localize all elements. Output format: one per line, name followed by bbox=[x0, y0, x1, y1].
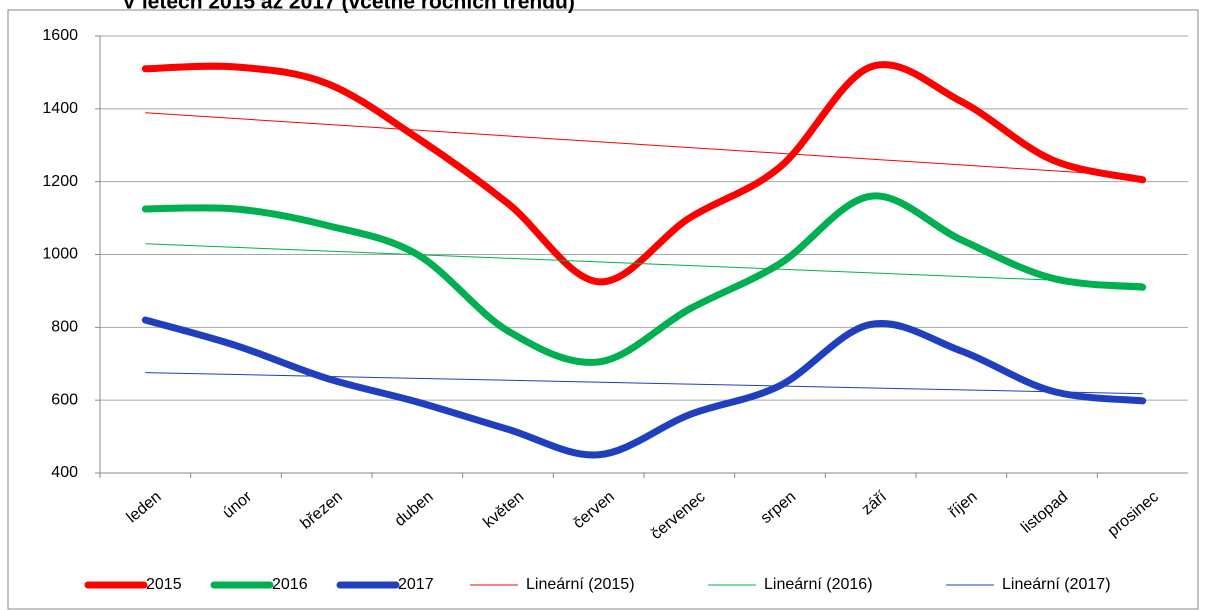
y-tick-label: 400 bbox=[51, 464, 78, 481]
legend-label: 2015 bbox=[146, 576, 182, 593]
legend-label: Lineární (2015) bbox=[526, 576, 635, 593]
trend-line bbox=[145, 112, 1143, 178]
series-line bbox=[141, 316, 1147, 459]
y-tick-label: 1600 bbox=[42, 27, 78, 44]
legend-label: 2017 bbox=[398, 576, 434, 593]
y-tick-label: 800 bbox=[51, 319, 78, 336]
legend-label: Lineární (2017) bbox=[1002, 576, 1111, 593]
chart-border bbox=[7, 9, 1199, 610]
chart-title: V letech 2015 až 2017 (včetně ročních tr… bbox=[122, 0, 575, 14]
trend-line bbox=[145, 243, 1143, 285]
legend-label: 2016 bbox=[272, 576, 308, 593]
y-tick-label: 1200 bbox=[42, 173, 78, 190]
y-tick-label: 600 bbox=[51, 391, 78, 408]
series-line bbox=[141, 61, 1147, 286]
legend-label: Lineární (2016) bbox=[764, 576, 873, 593]
y-tick-label: 1000 bbox=[42, 246, 78, 263]
series-line bbox=[141, 192, 1147, 366]
y-tick-label: 1400 bbox=[42, 100, 78, 117]
